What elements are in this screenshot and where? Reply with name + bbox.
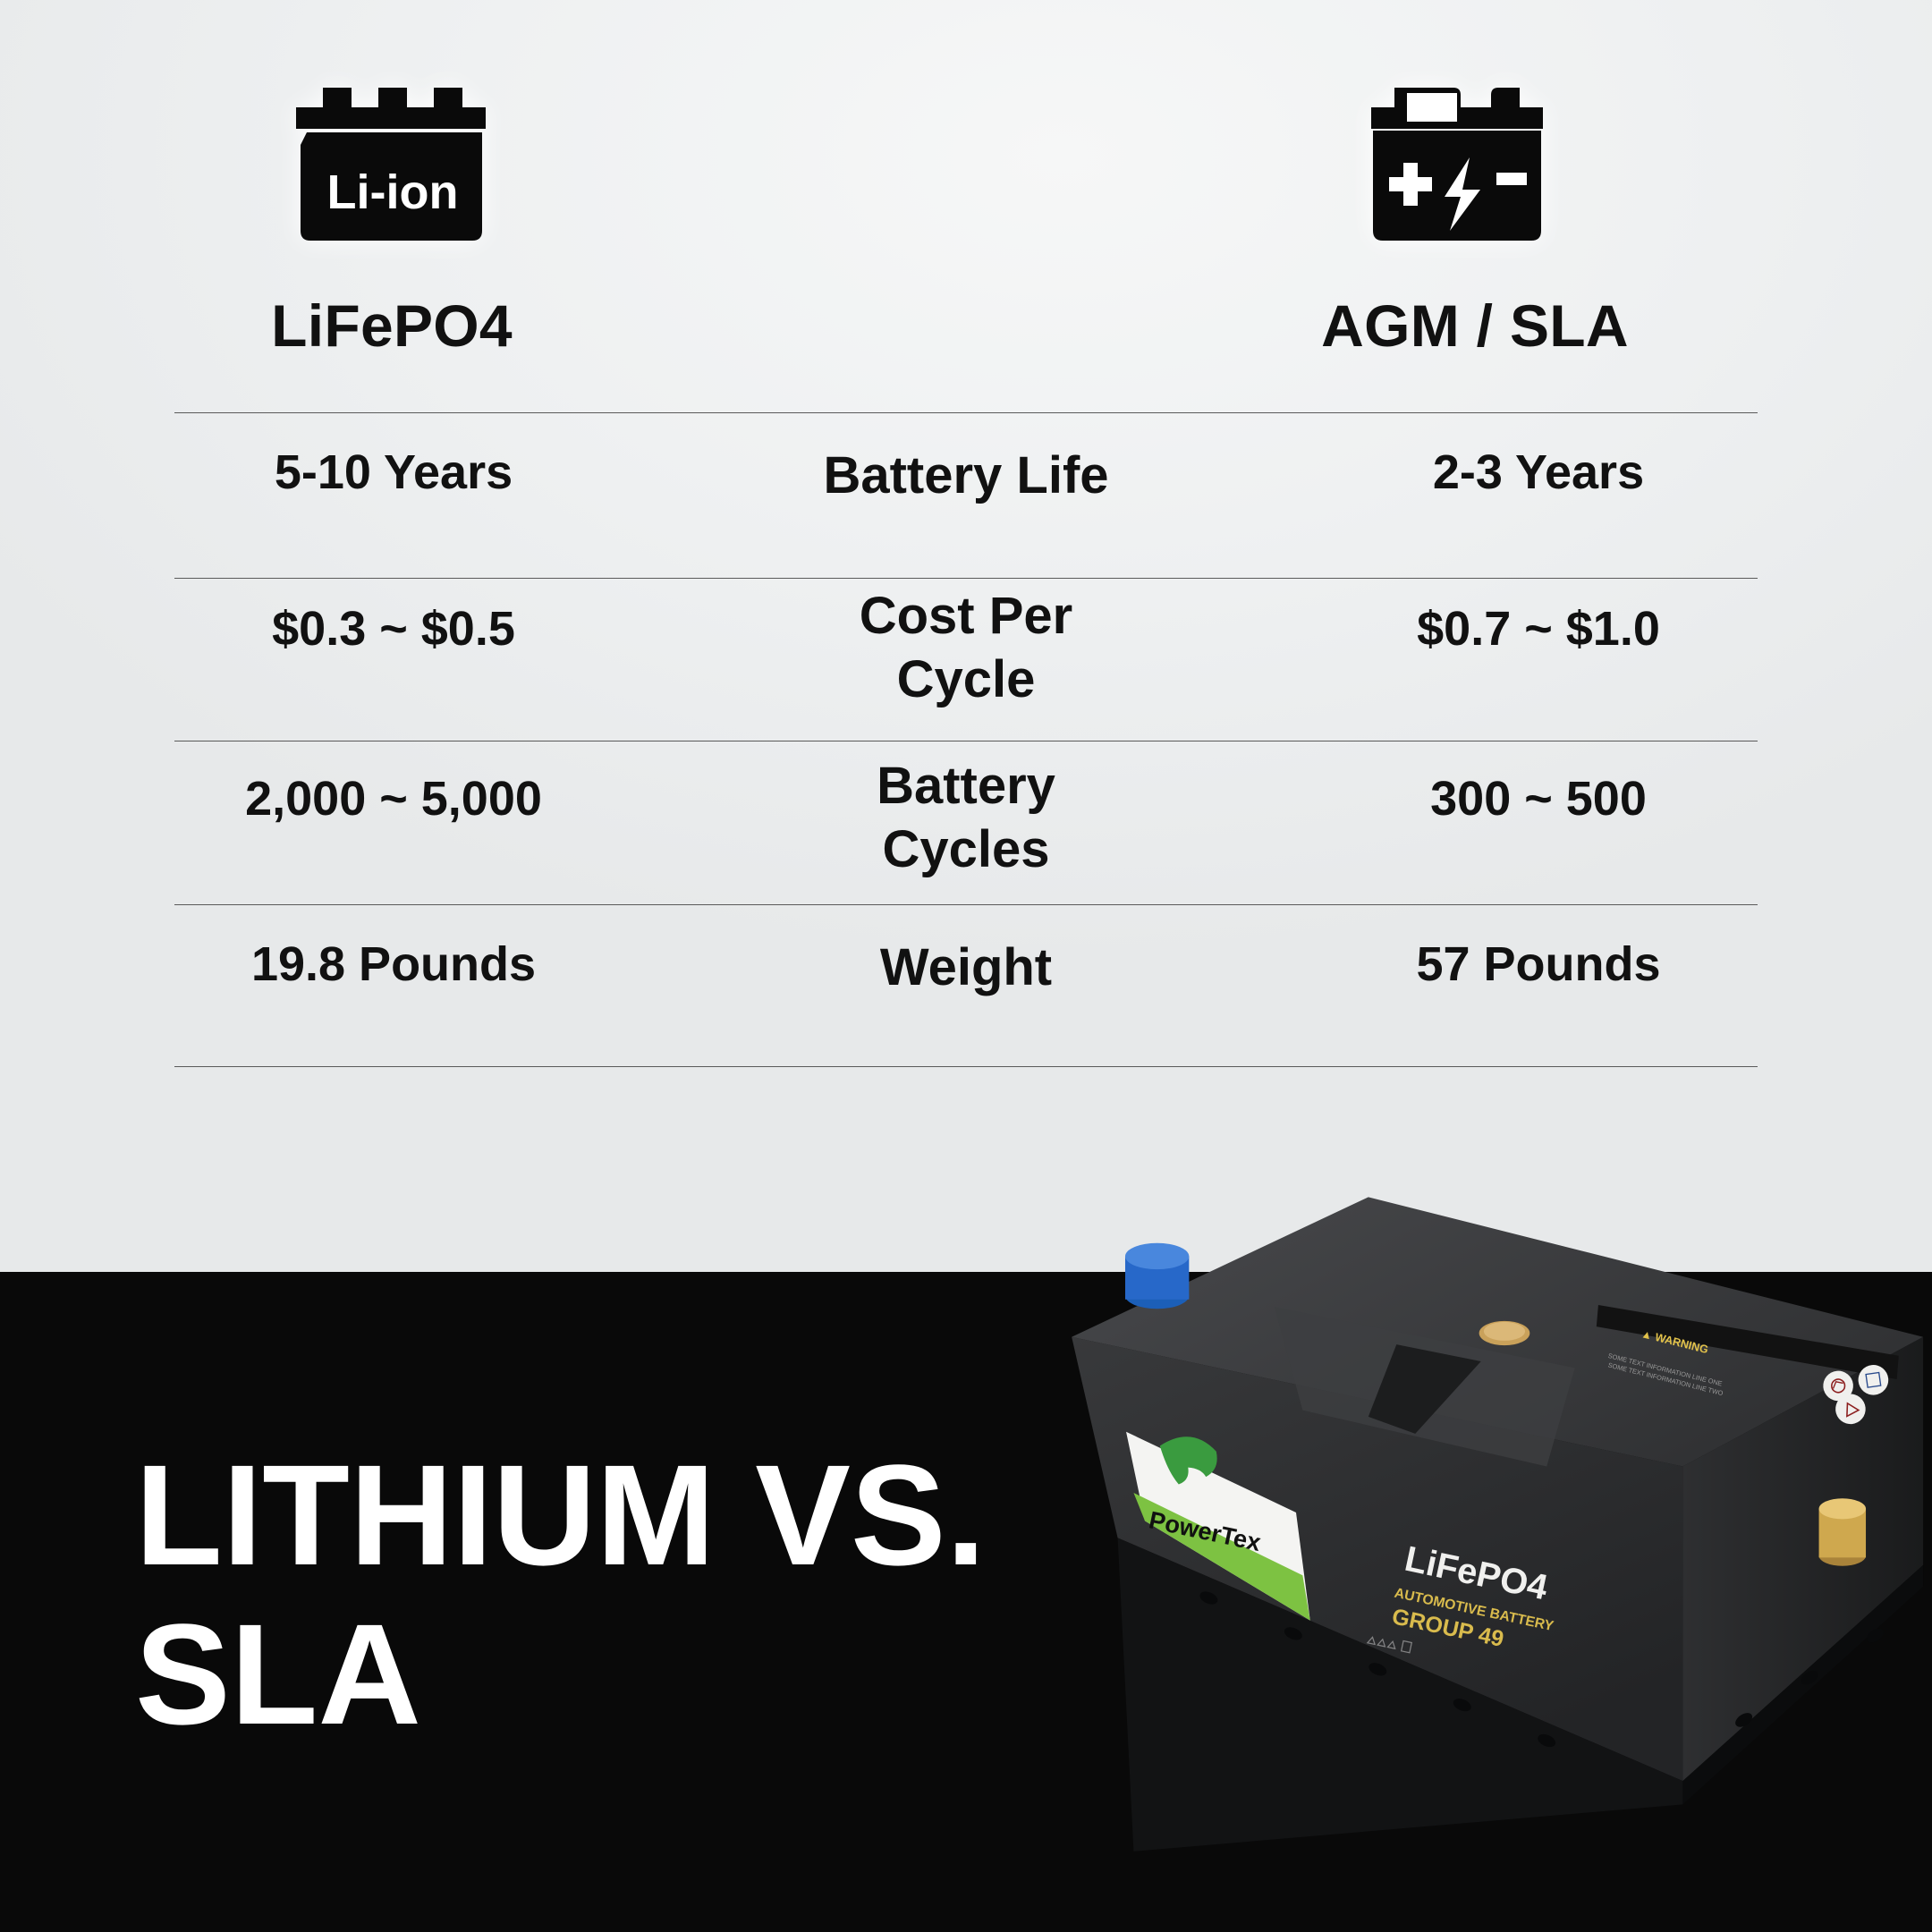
svg-text:Li-ion: Li-ion <box>327 165 459 219</box>
